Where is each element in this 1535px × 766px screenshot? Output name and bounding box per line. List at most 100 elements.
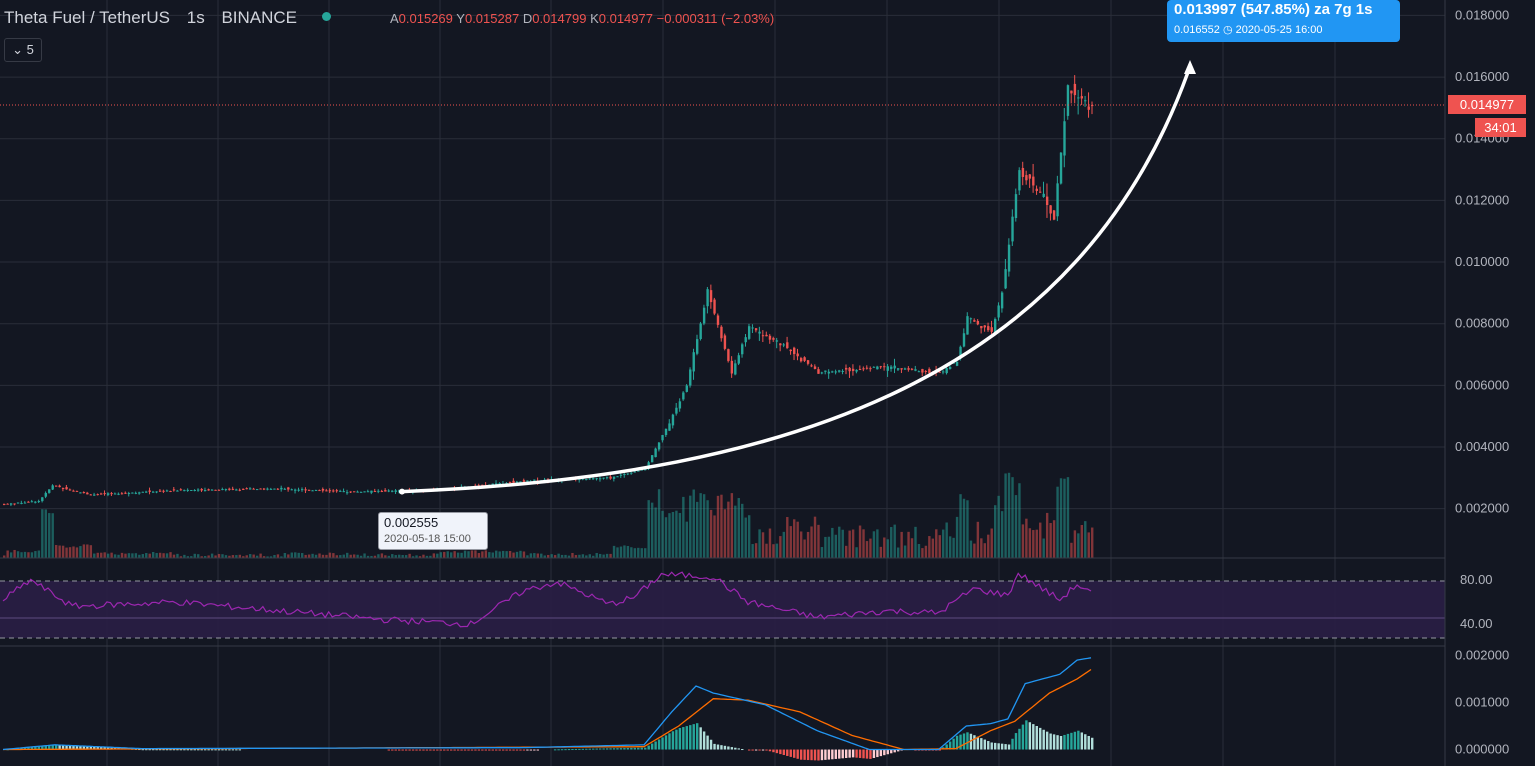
volume-bar (387, 555, 391, 558)
volume-bar (664, 517, 668, 558)
candle-body (928, 368, 931, 373)
candle-body (806, 360, 810, 364)
interval-label[interactable]: 1s (186, 8, 205, 27)
volume-bar (508, 550, 512, 558)
macd-histogram-bar (186, 749, 190, 751)
volume-bar (973, 543, 976, 558)
volume-bar (463, 550, 467, 558)
volume-bar (886, 539, 889, 558)
volume-bar (626, 545, 630, 558)
volume-bar (3, 555, 6, 558)
candle-body (276, 488, 280, 490)
candle-body (747, 326, 751, 339)
volume-bar (1056, 486, 1059, 558)
macd-histogram-bar (585, 748, 588, 750)
volume-bar (352, 554, 356, 558)
candle-body (619, 474, 623, 476)
volume-bar (1039, 522, 1042, 558)
volume-bar (737, 498, 740, 558)
volume-bar (650, 502, 654, 558)
candle-body (120, 493, 124, 495)
candle-body (58, 485, 61, 488)
candle-body (1091, 105, 1094, 107)
candle-body (377, 490, 380, 492)
volume-bar (1066, 477, 1070, 558)
measure-arrow[interactable] (399, 60, 1196, 495)
macd-histogram-bar (536, 749, 540, 751)
volume-bar (127, 553, 131, 558)
macd-histogram-bar (1066, 733, 1070, 750)
volume-bar (484, 550, 488, 558)
candle-body (27, 501, 30, 503)
candle-body (886, 366, 889, 371)
last-price-badge: 0.014977 (1448, 95, 1526, 114)
volume-bar (1080, 524, 1084, 558)
volume-bar (744, 517, 747, 558)
volume-bar (1073, 530, 1077, 558)
candle-body (754, 328, 758, 331)
macd-histogram-bar (425, 749, 429, 751)
volume-bar (966, 500, 969, 558)
volume-bar (640, 548, 643, 558)
volume-bar (869, 538, 872, 558)
macd-histogram-bar (495, 749, 498, 751)
candle-body (384, 490, 387, 492)
macd-histogram-bar (439, 749, 442, 751)
volume-bar (370, 555, 373, 558)
candle-body (907, 368, 910, 370)
macd-histogram-bar (813, 749, 817, 761)
volume-bar (543, 555, 546, 558)
macd-histogram-bar (637, 747, 640, 750)
macd-histogram-bar (1091, 737, 1094, 750)
candle-body (9, 503, 13, 505)
macd-histogram-bar (640, 747, 643, 750)
measure-start-point[interactable] (399, 488, 405, 495)
candle-body (20, 502, 23, 504)
candle-body (349, 491, 352, 493)
macd-histogram-bar (387, 749, 391, 751)
macd-histogram-bar (453, 749, 456, 751)
price-axis[interactable]: 0.0180000.0160000.0140000.0120000.010000… (1455, 7, 1509, 756)
open-label: A (390, 11, 399, 26)
volume-bar (550, 554, 553, 558)
macd-histogram-bar (484, 749, 488, 751)
volume-bar (796, 521, 799, 558)
volume-bar (432, 553, 436, 558)
macd-histogram-bar (657, 739, 661, 750)
volume-bar (89, 545, 93, 558)
macd-histogram-bar (772, 749, 775, 753)
candle-body (838, 370, 841, 372)
volume-bar (332, 553, 335, 558)
candle-body (297, 489, 300, 491)
macd-histogram-bar (151, 749, 155, 751)
symbol-name[interactable]: Theta Fuel / TetherUS (4, 8, 170, 27)
volume-bar (79, 546, 82, 558)
macd-histogram-bar (709, 739, 713, 750)
chevron-down-icon: ⌄ (12, 42, 24, 57)
candle-body (1066, 85, 1070, 116)
candle-body (1025, 175, 1028, 181)
volume-bar (942, 529, 945, 558)
macd-histogram-bar (671, 731, 675, 750)
price-tick-label: 0.002000 (1455, 501, 1509, 516)
macd-histogram-bar (647, 745, 650, 750)
candle-body (612, 476, 616, 479)
volume-bar (782, 531, 786, 558)
volume-bar (200, 556, 203, 558)
volume-bar (806, 531, 810, 558)
volume-bar (16, 551, 20, 558)
macd-histogram-bar (491, 749, 494, 751)
macd-histogram-bar (962, 733, 966, 750)
candle-body (391, 490, 394, 492)
candle-body (668, 423, 671, 431)
volume-bar (273, 555, 276, 558)
indicators-toggle-button[interactable]: ⌄ 5 (4, 38, 42, 62)
volume-bar (512, 552, 515, 558)
volume-bar (363, 553, 366, 558)
candle-body (841, 370, 844, 372)
candle-body (657, 442, 661, 450)
volume-bar (754, 543, 758, 558)
macd-histogram-bar (633, 747, 637, 750)
volume-bar (443, 551, 446, 558)
